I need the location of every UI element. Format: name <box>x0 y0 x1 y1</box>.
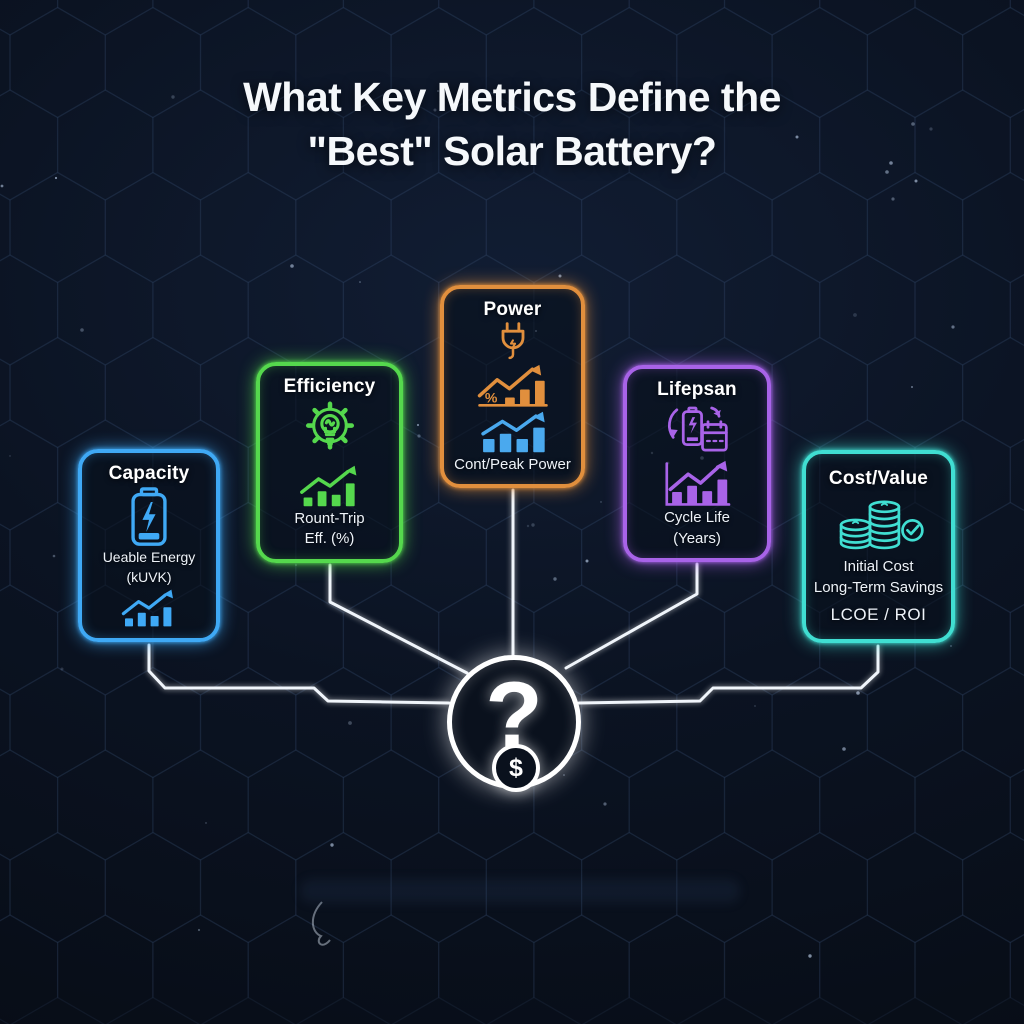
capacity-caption-line2: (kUVK) <box>126 568 172 585</box>
connector-cost <box>577 644 880 705</box>
lifespan-caption-line1: Cycle Life <box>664 509 730 526</box>
efficiency-card[interactable]: Efficiency Rount-Trip Eff. (%) <box>256 362 403 563</box>
percent-label: % <box>484 390 497 406</box>
battery-cycle-calendar-icon <box>667 406 728 452</box>
power-card-title: Power <box>483 298 542 320</box>
capacity-card-title: Capacity <box>108 463 190 484</box>
ghost-squiggle <box>311 901 331 946</box>
dollar-sign: $ <box>509 753 523 782</box>
efficiency-caption-line2: Eff. (%) <box>304 530 355 548</box>
power-card[interactable]: Power % Cont/Peak Power <box>440 285 585 488</box>
lifespan-caption-line2: (Years) <box>673 529 721 547</box>
lifespan-card-title: Lifepsan <box>657 378 737 400</box>
dollar-badge[interactable]: $ <box>492 744 540 792</box>
cost-caption-line1: Initial Cost <box>843 558 914 576</box>
bar-chart-arrow-icon <box>299 465 356 506</box>
cost-caption-line2: Long-Term Savings <box>813 578 944 596</box>
connector-efficiency <box>328 563 469 675</box>
ghost-band <box>300 879 740 903</box>
coins-check-icon <box>839 500 924 550</box>
page-title-line2: "Best" Solar Battery? <box>307 128 717 174</box>
efficiency-card-title: Efficiency <box>283 375 376 397</box>
battery-icon <box>131 487 167 546</box>
plug-icon <box>501 322 524 360</box>
page-title: What Key Metrics Define the "Best" Solar… <box>0 70 1024 178</box>
percent-bar-chart-arrow-icon: % <box>477 364 548 407</box>
efficiency-caption-line1: Rount-Trip <box>294 509 365 527</box>
cost-caption-line3: LCOE / ROI <box>830 604 927 624</box>
page-title-line1: What Key Metrics Define the <box>243 74 781 120</box>
bar-chart-arrow-icon <box>121 589 173 627</box>
connector-lifespan <box>564 562 699 670</box>
capacity-caption-line1: Ueable Energy <box>102 549 196 565</box>
capacity-card[interactable]: Capacity Ueable Energy (kUVK) <box>78 449 220 642</box>
lifespan-card[interactable]: Lifepsan Cycle Life (Years) <box>623 365 771 562</box>
blue-bar-chart-arrow-icon <box>480 411 545 453</box>
power-caption-line1: Cont/Peak Power <box>454 455 571 473</box>
cost-value-card[interactable]: Cost/Value Initial Cost Long-Term Saving… <box>802 450 955 643</box>
gear-bulb-icon <box>305 401 354 450</box>
cost-value-card-title: Cost/Value <box>828 468 929 490</box>
connector-capacity <box>147 643 451 705</box>
bar-chart-arrow-axis-icon <box>665 460 731 506</box>
